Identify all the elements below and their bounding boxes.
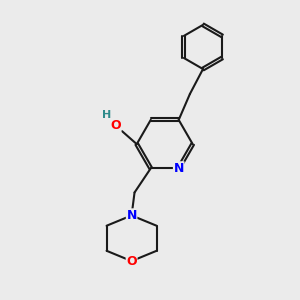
Text: H: H bbox=[101, 110, 111, 120]
Text: O: O bbox=[110, 119, 121, 132]
Text: N: N bbox=[173, 162, 184, 175]
Text: N: N bbox=[126, 209, 137, 222]
Text: O: O bbox=[126, 255, 137, 268]
